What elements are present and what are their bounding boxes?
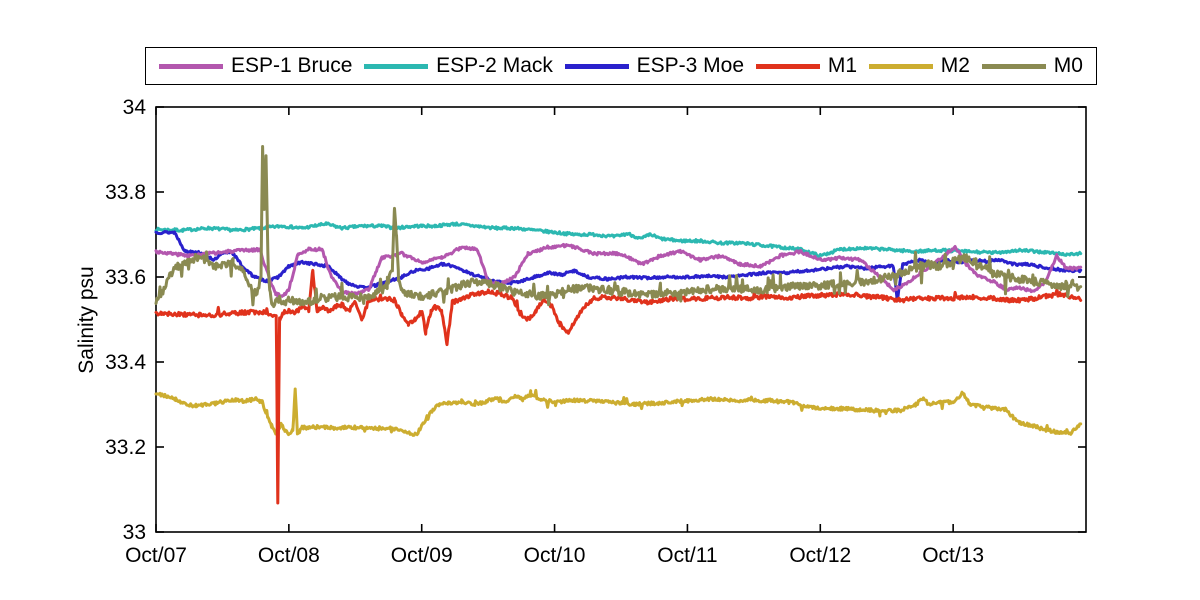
- y-tick-label: 33.6: [105, 266, 146, 289]
- y-tick-label: 33: [123, 521, 146, 544]
- x-tick-label: Oct/12: [789, 544, 851, 567]
- x-tick-label: Oct/07: [125, 544, 187, 567]
- legend-item-esp-3-moe: ESP-3 Moe: [564, 54, 745, 78]
- legend-label: M2: [940, 54, 970, 77]
- legend-label: ESP-2 Mack: [436, 54, 553, 77]
- legend-line-swatch: [159, 63, 223, 69]
- series-line-m2: [154, 387, 1083, 437]
- legend-label: M1: [827, 54, 858, 77]
- legend-label: ESP-3 Moe: [636, 54, 745, 77]
- x-tick-label: Oct/08: [258, 544, 320, 567]
- legend-line-swatch: [755, 63, 820, 69]
- series-line-m1: [154, 268, 1083, 505]
- y-tick-label: 33.4: [105, 351, 146, 374]
- x-tick-label: Oct/11: [657, 544, 717, 567]
- legend-label: M0: [1053, 54, 1083, 77]
- y-tick-label: 33.8: [105, 181, 146, 204]
- legend: ESP-1 Bruce ESP-2 Mack ESP-3 Moe M1 M2 M0: [145, 47, 1097, 85]
- legend-label: ESP-1 Bruce: [231, 54, 353, 77]
- legend-item-m0: M0: [981, 54, 1083, 78]
- legend-line-swatch: [981, 63, 1046, 69]
- y-tick-label: 34: [123, 96, 147, 119]
- legend-line-swatch: [868, 63, 933, 69]
- plot-area: [155, 106, 1087, 533]
- y-axis-label: Salinity psu: [75, 266, 98, 374]
- legend-item-esp-1-bruce: ESP-1 Bruce: [159, 54, 352, 78]
- x-tick-label: Oct/13: [922, 544, 984, 567]
- series-line-esp-2-mack: [154, 221, 1083, 258]
- legend-item-m2: M2: [868, 54, 970, 78]
- legend-item-esp-2-mack: ESP-2 Mack: [364, 54, 553, 78]
- y-tick-label: 33.2: [105, 436, 146, 459]
- legend-line-swatch: [364, 63, 429, 69]
- x-tick-label: Oct/10: [524, 544, 586, 567]
- legend-line-swatch: [564, 63, 629, 69]
- x-tick-label: Oct/09: [391, 544, 453, 567]
- series-line-m0: [154, 145, 1083, 309]
- legend-item-m1: M1: [755, 54, 858, 78]
